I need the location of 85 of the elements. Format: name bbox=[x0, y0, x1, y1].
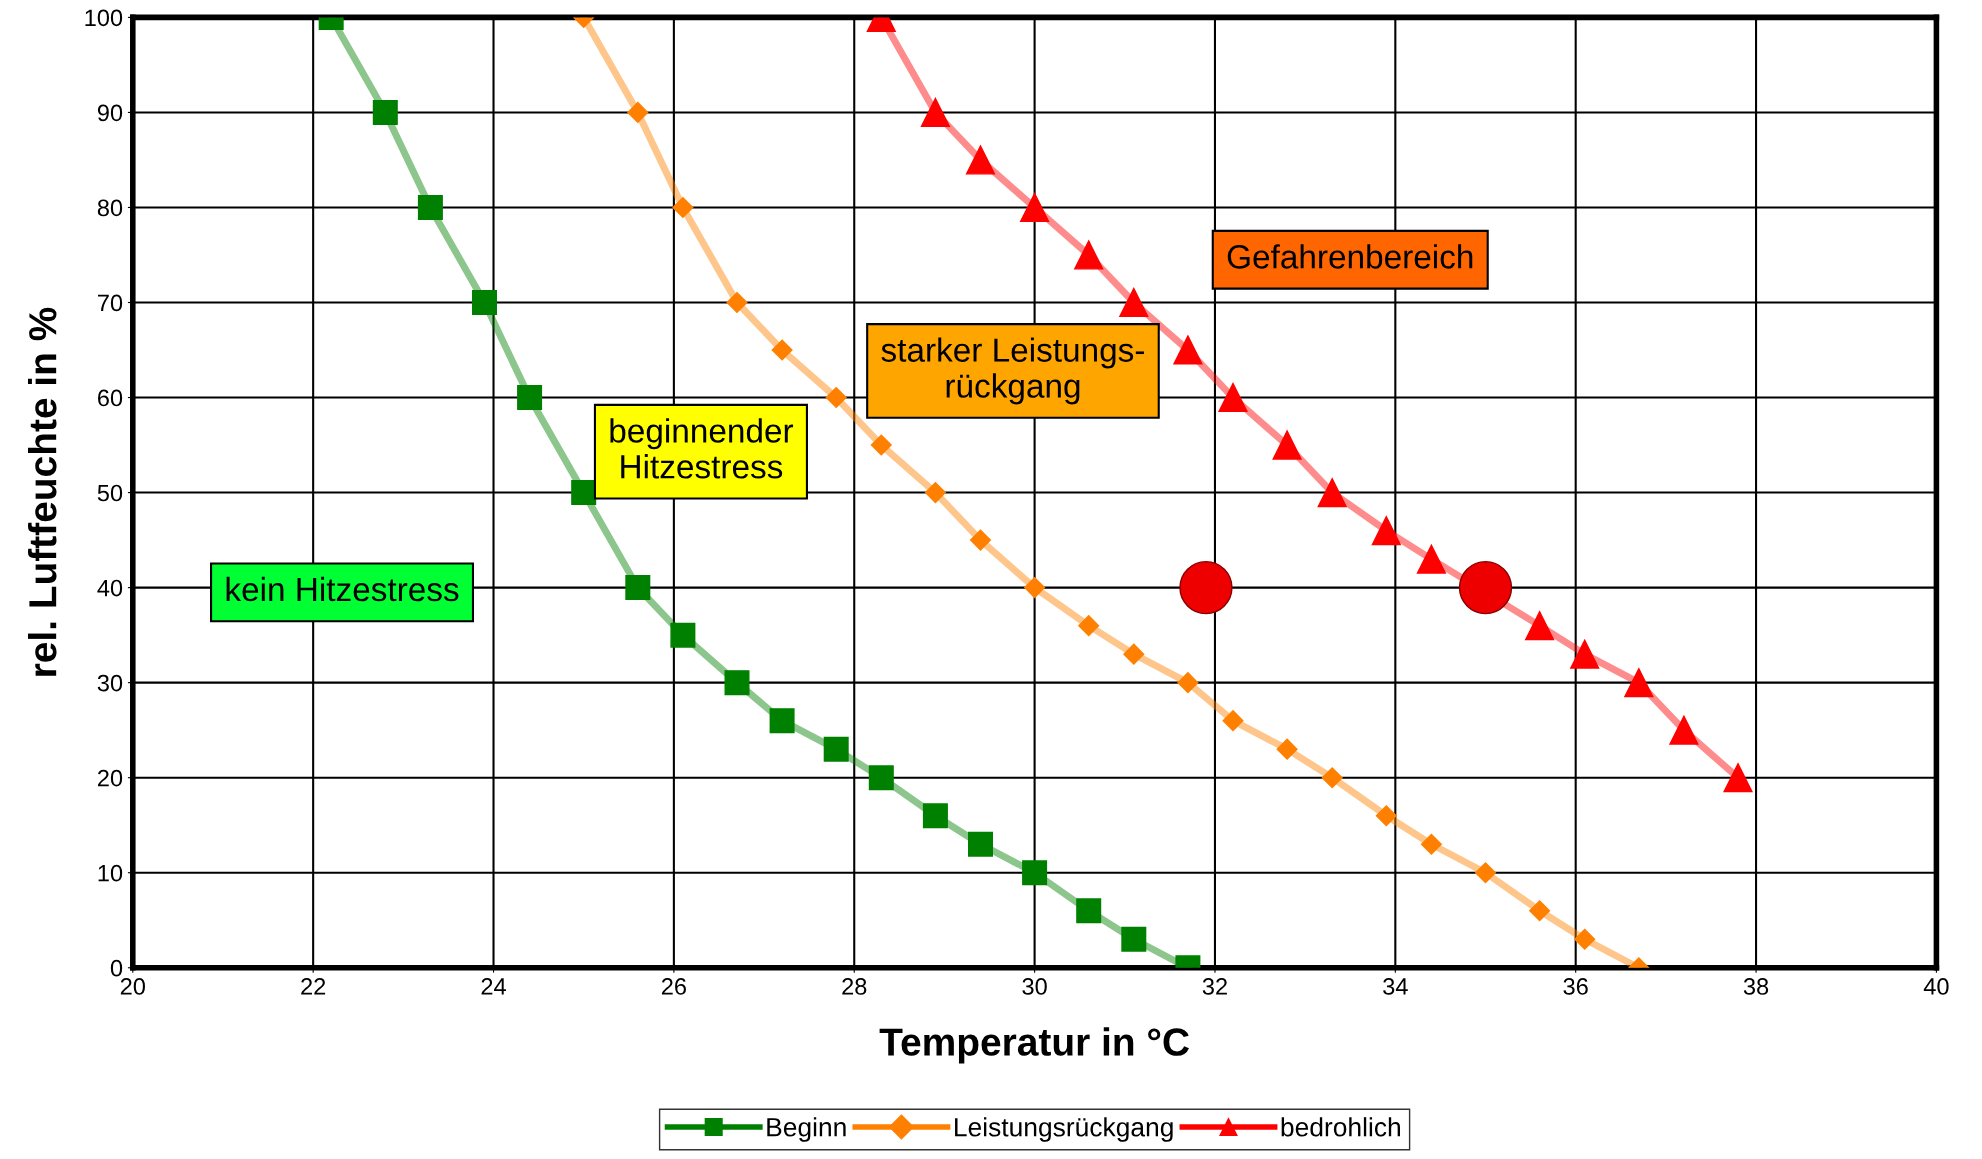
point bbox=[969, 529, 992, 551]
point bbox=[1529, 900, 1551, 922]
point bbox=[1624, 668, 1654, 698]
point bbox=[726, 291, 748, 314]
point bbox=[627, 101, 649, 123]
point bbox=[670, 622, 696, 648]
y-tick-label: 90 bbox=[97, 104, 123, 122]
point bbox=[920, 97, 950, 128]
point bbox=[1179, 560, 1233, 615]
point bbox=[625, 575, 651, 601]
point bbox=[1416, 544, 1446, 574]
y-tick-label: 20 bbox=[98, 769, 123, 787]
point bbox=[1317, 477, 1347, 508]
x-tick-label: 30 bbox=[1022, 978, 1047, 995]
point bbox=[1024, 577, 1046, 599]
y-tick-label: 0 bbox=[110, 959, 123, 977]
point bbox=[823, 736, 849, 762]
legend-label: Leistungsrückgang bbox=[955, 1117, 1173, 1142]
point bbox=[1076, 898, 1102, 924]
x-tick-label: 26 bbox=[661, 978, 686, 995]
x-tick-label: 40 bbox=[1923, 978, 1949, 995]
point bbox=[1173, 335, 1203, 365]
annotation: Gefahrenbereich bbox=[1227, 244, 1473, 269]
point bbox=[769, 708, 795, 734]
point bbox=[1420, 833, 1442, 855]
annotation: starker Leistungs- rückgang bbox=[881, 337, 1144, 405]
y-tick-label: 40 bbox=[97, 579, 123, 597]
point bbox=[1723, 763, 1753, 793]
point bbox=[372, 99, 398, 125]
x-tick-label: 38 bbox=[1743, 978, 1769, 995]
point bbox=[1474, 862, 1497, 884]
x-tick-label: 28 bbox=[842, 978, 867, 995]
point bbox=[1020, 192, 1050, 223]
x-tick-label: 34 bbox=[1383, 978, 1408, 995]
x-tick-label: 24 bbox=[481, 978, 506, 995]
point bbox=[1669, 715, 1699, 745]
y-tick-label: 10 bbox=[98, 864, 123, 882]
point bbox=[1570, 639, 1600, 669]
point bbox=[471, 289, 498, 315]
x-tick-label: 22 bbox=[301, 978, 326, 995]
point bbox=[1272, 430, 1302, 460]
point bbox=[1574, 928, 1596, 950]
point bbox=[1121, 926, 1147, 952]
x-tick-label: 36 bbox=[1563, 978, 1588, 995]
point bbox=[672, 196, 694, 218]
point bbox=[571, 480, 597, 506]
point bbox=[1078, 615, 1100, 637]
point bbox=[1371, 516, 1401, 546]
point bbox=[517, 385, 543, 411]
legend-label: bedrohlich bbox=[1281, 1117, 1400, 1137]
y-tick-label: 50 bbox=[97, 484, 123, 502]
point bbox=[771, 339, 793, 361]
point bbox=[1222, 710, 1244, 732]
annotation: kein Hitzestress bbox=[226, 576, 459, 602]
point bbox=[1119, 287, 1149, 318]
point bbox=[1177, 672, 1199, 694]
point bbox=[1525, 611, 1555, 641]
point bbox=[870, 434, 892, 456]
y-axis-title: rel. Luftfeuchte in % bbox=[27, 307, 57, 676]
point bbox=[724, 670, 750, 696]
x-axis-title: Temperatur in °C bbox=[879, 1027, 1189, 1064]
legend-label: Beginn bbox=[767, 1117, 846, 1142]
point bbox=[417, 194, 443, 220]
x-tick-label: 32 bbox=[1202, 978, 1227, 995]
y-tick-label: 60 bbox=[98, 389, 123, 407]
point bbox=[1074, 240, 1104, 270]
point bbox=[1458, 560, 1513, 615]
point bbox=[922, 803, 948, 829]
x-tick-label: 20 bbox=[120, 978, 145, 995]
point bbox=[965, 145, 996, 175]
point bbox=[1218, 382, 1248, 413]
point bbox=[1321, 767, 1343, 789]
point bbox=[1123, 643, 1145, 665]
point bbox=[1375, 805, 1397, 827]
y-tick-label: 100 bbox=[85, 9, 123, 27]
point bbox=[967, 831, 993, 857]
point bbox=[924, 482, 946, 504]
point bbox=[1276, 738, 1298, 760]
point bbox=[868, 765, 894, 791]
y-tick-label: 70 bbox=[98, 294, 123, 312]
point bbox=[1022, 860, 1048, 886]
annotation: beginnender Hitzestress bbox=[610, 418, 794, 479]
y-tick-label: 80 bbox=[97, 199, 123, 217]
point bbox=[825, 387, 847, 409]
y-tick-label: 30 bbox=[97, 674, 123, 692]
